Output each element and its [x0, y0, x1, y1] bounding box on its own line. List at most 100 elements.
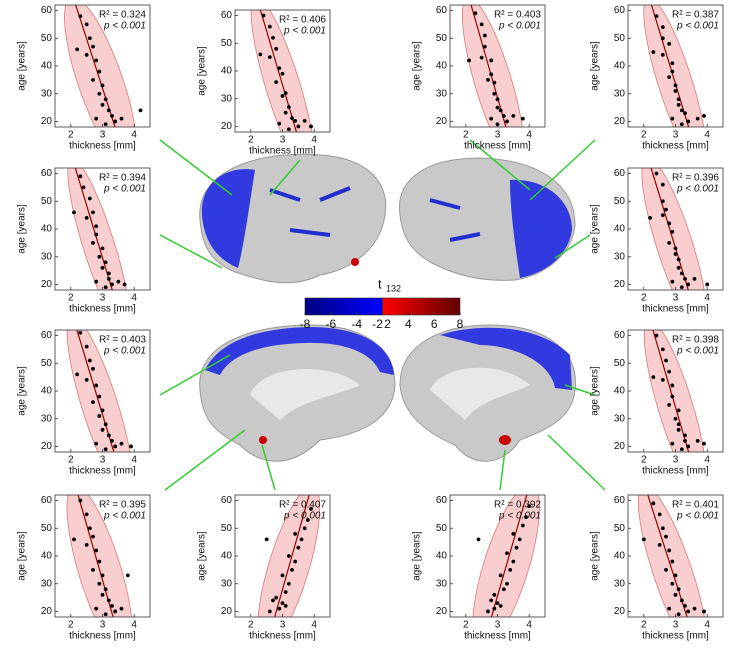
point	[103, 447, 108, 452]
point	[517, 537, 522, 542]
point	[657, 512, 662, 517]
x-tick-label: 4	[131, 620, 137, 631]
point	[94, 383, 99, 388]
point	[84, 53, 89, 57]
x-tick-label: 4	[526, 130, 532, 141]
point	[686, 444, 691, 449]
y-tick-label: 20	[41, 606, 53, 617]
x-tick-label: 3	[280, 135, 286, 146]
scatter-panel: 2 3 4 20 30 40 50 60 thickness [mm] age [years] R²…	[17, 167, 151, 315]
y-tick-label: 50	[41, 196, 53, 207]
point	[676, 97, 681, 102]
point	[110, 282, 114, 287]
point	[660, 378, 665, 382]
point	[679, 108, 684, 113]
y-tick-label: 40	[221, 66, 233, 77]
point	[702, 114, 706, 118]
y-tick-label: 50	[41, 33, 53, 44]
colorbar-title-subscript: 132	[386, 283, 401, 293]
colorbar-segment	[304, 297, 383, 316]
y-tick-label: 30	[436, 88, 448, 99]
point	[94, 548, 99, 553]
point	[473, 11, 478, 16]
x-tick-label: 2	[68, 455, 74, 466]
y-tick-label: 60	[614, 495, 626, 506]
point	[679, 122, 684, 127]
point	[664, 534, 668, 539]
point	[283, 604, 288, 608]
colorbar-tick-label: -6	[325, 317, 336, 331]
scatter-panel: 2 3 4 20 30 40 50 60 thickness [mm] age [years] R²…	[197, 494, 331, 642]
x-tick-label: 3	[100, 293, 106, 304]
y-tick-label: 60	[614, 5, 626, 16]
point	[290, 116, 294, 121]
point	[511, 531, 516, 536]
point	[670, 69, 675, 74]
point	[283, 110, 288, 115]
point	[660, 53, 665, 57]
y-tick-label: 50	[221, 523, 233, 534]
point	[657, 543, 662, 547]
point	[667, 75, 672, 79]
x-tick-label: 4	[131, 293, 137, 304]
y-axis-label: age [years]	[197, 531, 208, 581]
y-tick-label: 30	[221, 93, 233, 104]
point	[97, 559, 102, 564]
y-tick-label: 60	[614, 330, 626, 341]
point	[670, 116, 675, 121]
point	[511, 559, 516, 564]
y-tick-label: 30	[614, 413, 626, 424]
colorbar-tick-label: 4	[405, 317, 412, 331]
point	[97, 414, 102, 418]
colorbar-tick-label: 2	[384, 317, 391, 331]
point	[302, 526, 307, 531]
point	[280, 94, 285, 98]
point	[667, 41, 672, 46]
point	[683, 277, 687, 281]
scatter-panel: 2 3 4 20 30 40 50 60 thickness [mm] age [years] R²…	[412, 4, 546, 152]
x-axis-label: thickness [mm]	[249, 146, 316, 157]
point	[100, 102, 105, 107]
point	[286, 554, 291, 558]
point	[476, 537, 481, 542]
point	[501, 114, 506, 118]
point	[670, 279, 675, 284]
confidence-ellipse	[66, 495, 132, 617]
point	[267, 609, 272, 614]
y-axis-label: age [years]	[590, 366, 601, 416]
y-tick-label: 60	[41, 495, 53, 506]
point	[495, 601, 500, 606]
point	[280, 573, 285, 578]
point	[508, 567, 513, 572]
point	[482, 44, 487, 49]
point	[651, 375, 656, 380]
point	[94, 58, 99, 63]
x-tick-label: 2	[463, 620, 469, 631]
y-tick-label: 20	[221, 606, 233, 617]
point	[501, 587, 506, 592]
point	[110, 604, 114, 608]
point	[673, 83, 678, 88]
point	[654, 171, 659, 176]
point	[97, 394, 102, 399]
y-tick-label: 20	[436, 116, 448, 127]
point	[495, 105, 500, 110]
point	[283, 590, 288, 594]
y-tick-label: 40	[41, 551, 53, 562]
annotation: p < 0.001	[103, 184, 146, 195]
x-tick-label: 4	[131, 130, 137, 141]
point	[277, 606, 282, 611]
point	[97, 91, 102, 96]
regression-line	[652, 330, 690, 452]
point	[87, 358, 92, 363]
point	[309, 506, 313, 511]
point	[84, 378, 89, 382]
point	[106, 598, 111, 603]
point	[505, 119, 509, 124]
point	[489, 58, 494, 63]
y-tick-label: 30	[221, 578, 233, 589]
point	[679, 447, 684, 452]
y-tick-label: 60	[436, 5, 448, 16]
y-tick-label: 40	[41, 61, 53, 72]
regression-line	[274, 495, 310, 617]
